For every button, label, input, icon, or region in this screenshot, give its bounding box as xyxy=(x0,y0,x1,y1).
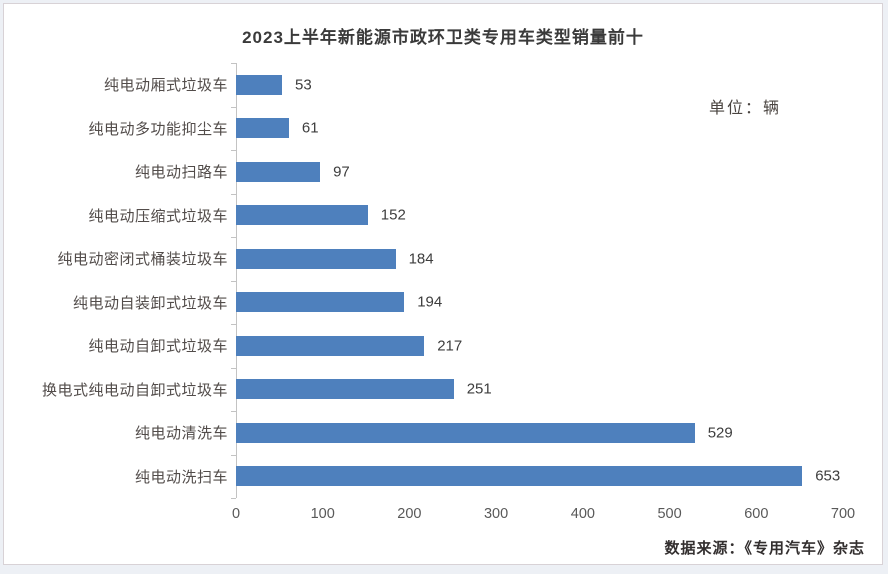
category-label: 纯电动压缩式垃圾车 xyxy=(88,207,228,225)
bar-value-label: 251 xyxy=(466,380,492,398)
bar-row: 换电式纯电动自卸式垃圾车 251 xyxy=(4,368,882,412)
bar xyxy=(236,466,803,487)
category-label: 纯电动洗扫车 xyxy=(134,468,228,486)
bar-row: 纯电动密闭式桶装垃圾车 184 xyxy=(4,237,882,281)
data-source-label: 数据来源：《专用汽车》杂志 xyxy=(664,540,865,557)
bar-track: 61 xyxy=(236,107,843,151)
bar-value-label: 529 xyxy=(707,424,733,442)
bar-track: 97 xyxy=(236,150,843,194)
bar-value-label: 152 xyxy=(380,206,406,224)
bar xyxy=(236,335,425,356)
value-axis-tick-labels: 0 100 200 300 400 500 600 700 xyxy=(4,506,882,526)
category-axis-tick xyxy=(231,193,236,195)
chart-title: 2023上半年新能源市政环卫类专用车类型销量前十 xyxy=(242,28,644,47)
bar xyxy=(236,379,454,400)
bar xyxy=(236,205,368,226)
value-axis-tick-label: 600 xyxy=(744,506,769,522)
category-label: 换电式纯电动自卸式垃圾车 xyxy=(41,381,228,399)
bar-row: 纯电动多功能抑尘车 61 xyxy=(4,107,882,151)
bar xyxy=(236,248,396,269)
category-label: 纯电动厢式垃圾车 xyxy=(103,77,228,95)
bar-rows: 纯电动厢式垃圾车 53 纯电动多功能抑尘车 61 纯电动扫路车 97 纯电动压缩… xyxy=(4,63,882,498)
bar-track: 194 xyxy=(236,281,843,325)
bar xyxy=(236,161,321,182)
bar-value-label: 217 xyxy=(437,337,463,355)
bar xyxy=(236,118,289,139)
category-axis-tick xyxy=(231,324,236,325)
value-axis-tick-label: 200 xyxy=(397,506,422,522)
bar-row: 纯电动自卸式垃圾车 217 xyxy=(4,324,882,368)
value-axis-tick-label: 0 xyxy=(231,506,241,522)
category-axis-tick xyxy=(231,150,236,151)
category-axis-tick xyxy=(231,63,236,64)
category-label: 纯电动自装卸式垃圾车 xyxy=(72,294,228,312)
category-label: 纯电动密闭式桶装垃圾车 xyxy=(57,251,228,269)
bar-value-label: 194 xyxy=(417,293,443,311)
category-label: 纯电动清洗车 xyxy=(134,425,228,443)
category-label: 纯电动多功能抑尘车 xyxy=(88,120,228,138)
bar-track: 653 xyxy=(236,455,843,499)
bar xyxy=(236,292,405,313)
bar-track: 251 xyxy=(236,368,843,412)
category-axis-line xyxy=(236,63,237,498)
bar-row: 纯电动洗扫车 653 xyxy=(4,455,882,499)
bar-row: 纯电动清洗车 529 xyxy=(4,411,882,455)
value-axis-tick-label: 300 xyxy=(483,506,509,522)
category-axis-tick xyxy=(231,454,236,456)
bar-value-label: 53 xyxy=(295,76,312,94)
category-axis-tick xyxy=(231,280,236,282)
bar-track: 53 xyxy=(236,63,843,107)
bar-value-label: 97 xyxy=(333,163,350,181)
bar xyxy=(236,422,695,443)
bar-track: 152 xyxy=(236,194,843,238)
bar-value-label: 653 xyxy=(815,467,841,485)
bar xyxy=(236,74,282,95)
category-label: 纯电动扫路车 xyxy=(134,164,228,182)
bar-value-label: 61 xyxy=(301,119,319,137)
category-label: 纯电动自卸式垃圾车 xyxy=(88,338,228,356)
value-axis-tick-label: 500 xyxy=(657,506,682,522)
bar-track: 217 xyxy=(236,324,843,368)
category-axis-tick xyxy=(231,367,236,369)
value-axis-tick-label: 400 xyxy=(570,506,595,522)
bar-track: 184 xyxy=(236,237,843,281)
bar-track: 529 xyxy=(236,411,843,455)
value-axis-tick-label: 700 xyxy=(830,506,856,522)
value-axis-tick-label: 100 xyxy=(310,506,335,522)
bar-row: 纯电动自装卸式垃圾车 194 xyxy=(4,281,882,325)
bar-row: 纯电动扫路车 97 xyxy=(4,150,882,194)
chart-card: 2023上半年新能源市政环卫类专用车类型销量前十 单位：辆 纯电动厢式垃圾车 5… xyxy=(3,3,883,565)
bar-row: 纯电动厢式垃圾车 53 xyxy=(4,63,882,107)
bar-row: 纯电动压缩式垃圾车 152 xyxy=(4,194,882,238)
category-axis-tick xyxy=(231,498,236,499)
category-axis-tick xyxy=(231,237,236,238)
category-axis-tick xyxy=(231,106,236,108)
bar-value-label: 184 xyxy=(408,250,434,268)
category-axis-tick xyxy=(231,411,236,412)
unit-label: 单位：辆 xyxy=(709,100,782,117)
